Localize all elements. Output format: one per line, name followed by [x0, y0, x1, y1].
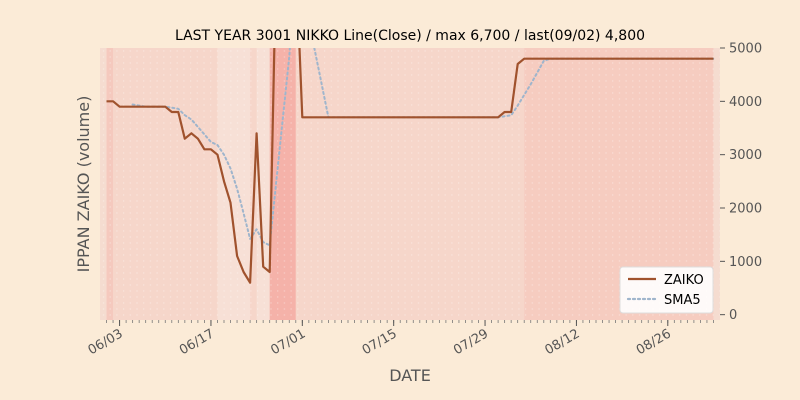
legend-label-zaiko: ZAIKO [664, 273, 704, 288]
legend-label-sma5: SMA5 [664, 293, 701, 308]
x-tick-label-06-17: 06/17 [177, 326, 217, 358]
series-line-zaiko [106, 48, 714, 284]
y-tick-label-3000: 3000 [729, 148, 762, 163]
x-tick-label-08-26: 08/26 [634, 326, 674, 358]
chart-title: LAST YEAR 3001 NIKKO Line(Close) / max 6… [175, 28, 645, 44]
y-axis: 0 1000 2000 3000 4000 5000 [720, 42, 762, 323]
y-axis-label: IPPAN ZAIKO (volume) [74, 96, 93, 273]
y-tick-label-0: 0 [729, 308, 737, 323]
y-tick-label-1000: 1000 [729, 255, 762, 270]
y-tick-label-2000: 2000 [729, 202, 762, 217]
x-tick-label-06-03: 06/03 [86, 326, 126, 358]
x-tick-label-07-15: 07/15 [360, 326, 400, 358]
series-line-sma5 [131, 48, 715, 247]
x-tick-label-07-01: 07/01 [268, 326, 308, 358]
x-axis: 06/03 06/17 07/01 07/15 07/29 08/12 08/26 [86, 320, 714, 358]
legend: ZAIKO SMA5 [619, 266, 714, 314]
x-tick-label-07-29: 07/29 [451, 326, 491, 358]
plot-texture [100, 48, 720, 320]
y-tick-label-5000: 5000 [729, 42, 762, 57]
x-tick-label-08-12: 08/12 [542, 326, 582, 358]
x-axis-label: DATE [389, 366, 431, 385]
series-layer [106, 48, 715, 284]
y-tick-label-4000: 4000 [729, 95, 762, 110]
